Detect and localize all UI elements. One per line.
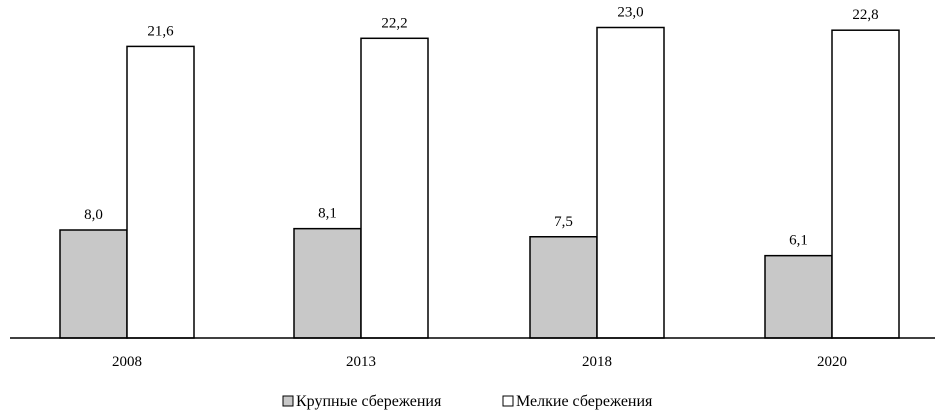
bar-large-savings-2013 xyxy=(293,227,362,339)
bar-small-savings-2020 xyxy=(831,29,900,339)
data-label-large-2018: 7,5 xyxy=(554,214,573,230)
legend-swatch-small-savings xyxy=(502,395,514,407)
bar-large-savings-2018 xyxy=(529,236,598,339)
bars-group xyxy=(59,26,900,339)
legend-swatch-large-savings xyxy=(282,395,294,407)
bar-small-savings-2008 xyxy=(126,45,195,339)
x-tick-label-2013: 2013 xyxy=(346,354,376,370)
legend: Крупные сбережения Мелкие сбережения xyxy=(282,393,653,410)
data-label-large-2013: 8,1 xyxy=(318,206,337,222)
bar-labels-group: 8,0 21,6 8,1 22,2 7,5 23,0 6,1 22,8 xyxy=(84,5,879,249)
data-label-small-2008: 21,6 xyxy=(147,23,174,39)
data-label-large-2008: 8,0 xyxy=(84,207,103,223)
bar-large-savings-2020 xyxy=(764,254,833,339)
x-tick-label-2020: 2020 xyxy=(817,354,847,370)
data-label-large-2020: 6,1 xyxy=(789,233,808,249)
data-label-small-2013: 22,2 xyxy=(381,15,407,31)
legend-label-large-savings: Крупные сбережения xyxy=(296,393,442,410)
legend-label-small-savings: Мелкие сбережения xyxy=(516,393,653,410)
data-label-small-2020: 22,8 xyxy=(852,7,878,23)
bar-large-savings-2008 xyxy=(59,229,128,339)
x-tick-labels-group: 2008 2013 2018 2020 xyxy=(112,354,847,370)
bar-small-savings-2013 xyxy=(360,37,429,339)
bar-small-savings-2018 xyxy=(596,26,665,339)
data-label-small-2018: 23,0 xyxy=(617,5,643,21)
x-tick-label-2008: 2008 xyxy=(112,354,142,370)
x-tick-label-2018: 2018 xyxy=(582,354,612,370)
